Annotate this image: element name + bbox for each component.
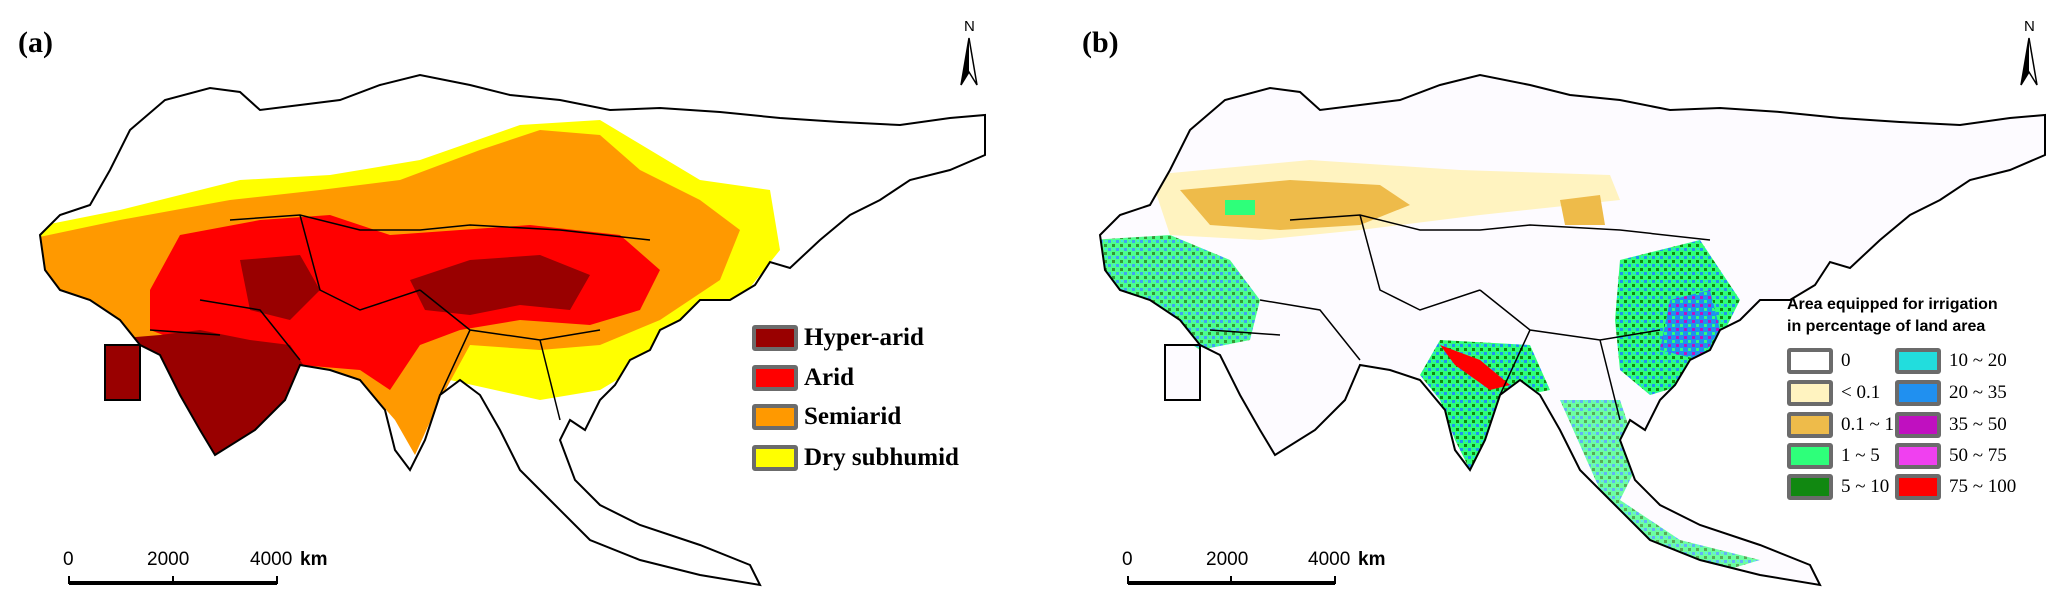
legend-swatch <box>752 445 798 471</box>
legend-label: < 0.1 <box>1841 382 1881 403</box>
legend-label: 10 ~ 20 <box>1949 350 2007 371</box>
legend-label: 5 ~ 10 <box>1841 476 1890 497</box>
legend-title-line-1: Area equipped for irrigation <box>1787 296 1998 313</box>
legend-swatch <box>752 365 798 391</box>
legend-label: Hyper-arid <box>804 324 924 351</box>
scale-tick-4000: 4000 <box>250 549 293 570</box>
legend-label: 50 ~ 75 <box>1949 445 2007 466</box>
legend-swatch <box>1895 348 1941 374</box>
legend-label: 35 ~ 50 <box>1949 414 2007 435</box>
legend-item-35-50: 35 ~ 50 <box>1895 412 2007 438</box>
legend-swatch <box>1895 412 1941 438</box>
legend-label: 0 <box>1841 350 1851 371</box>
area-china-high <box>1660 290 1720 360</box>
scale-tick-2000: 2000 <box>1206 549 1249 570</box>
legend-item-lt-0.1: < 0.1 <box>1787 380 1880 406</box>
zone-hyper-arid <box>100 255 590 455</box>
country-borders <box>149 214 651 421</box>
legend-item-10-20: 10 ~ 20 <box>1895 348 2007 374</box>
scale-unit: km <box>1358 549 1386 570</box>
legend-label: 20 ~ 35 <box>1949 382 2007 403</box>
area-1-5 <box>1225 200 1255 215</box>
legend-swatch <box>1895 474 1941 500</box>
north-label-b: N <box>2024 18 2035 35</box>
area-india <box>1420 340 1550 470</box>
scale-tick-0: 0 <box>63 549 74 570</box>
legend-item-20-35: 20 ~ 35 <box>1895 380 2007 406</box>
scale-tick-2000: 2000 <box>147 549 190 570</box>
legend-item-1-5: 1 ~ 5 <box>1787 443 1880 469</box>
north-arrow-b <box>2020 37 2038 86</box>
legend-label: 0.1 ~ 1 <box>1841 414 1895 435</box>
area-mixed-west <box>1100 235 1260 350</box>
panel-b-label: (b) <box>1082 26 1119 59</box>
area-0.1-1 <box>1180 180 1605 230</box>
legend-swatch <box>752 404 798 430</box>
area-se-asia <box>1560 400 1760 575</box>
legend-label: Dry subhumid <box>804 444 959 471</box>
legend-swatch <box>1787 348 1833 374</box>
area-india-high <box>1440 345 1510 390</box>
panel-a-label: (a) <box>18 26 53 59</box>
scale-bar-a <box>68 576 278 585</box>
legend-label: 1 ~ 5 <box>1841 445 1880 466</box>
north-arrow-a <box>960 37 978 86</box>
legend-item-5-10: 5 ~ 10 <box>1787 474 1889 500</box>
legend-item-0: 0 <box>1787 348 1851 374</box>
legend-swatch <box>1787 474 1833 500</box>
scale-unit: km <box>300 549 328 570</box>
legend-item-arid: Arid <box>752 364 854 392</box>
north-label-a: N <box>964 18 975 35</box>
legend-item-hyper-arid: Hyper-arid <box>752 324 924 352</box>
legend-swatch <box>1895 443 1941 469</box>
scale-tick-4000: 4000 <box>1308 549 1351 570</box>
country-borders <box>1209 214 1711 421</box>
legend-swatch <box>1787 380 1833 406</box>
legend-title-line-2: in percentage of land area <box>1787 318 1986 335</box>
legend-swatch <box>1787 443 1833 469</box>
legend-item-dry-subhumid: Dry subhumid <box>752 444 959 472</box>
legend-swatch <box>752 325 798 351</box>
legend-label: 75 ~ 100 <box>1949 476 2017 497</box>
legend-label: Arid <box>804 364 854 391</box>
legend-swatch <box>1787 412 1833 438</box>
legend-swatch <box>1895 380 1941 406</box>
scale-tick-0: 0 <box>1122 549 1133 570</box>
legend-label: Semiarid <box>804 403 902 430</box>
legend-item-0.1-1: 0.1 ~ 1 <box>1787 412 1894 438</box>
legend-item-semiarid: Semiarid <box>752 403 901 431</box>
legend-item-75-100: 75 ~ 100 <box>1895 474 2016 500</box>
legend-item-50-75: 50 ~ 75 <box>1895 443 2007 469</box>
scale-bar-b <box>1127 576 1336 585</box>
aridity-map <box>39 74 986 586</box>
